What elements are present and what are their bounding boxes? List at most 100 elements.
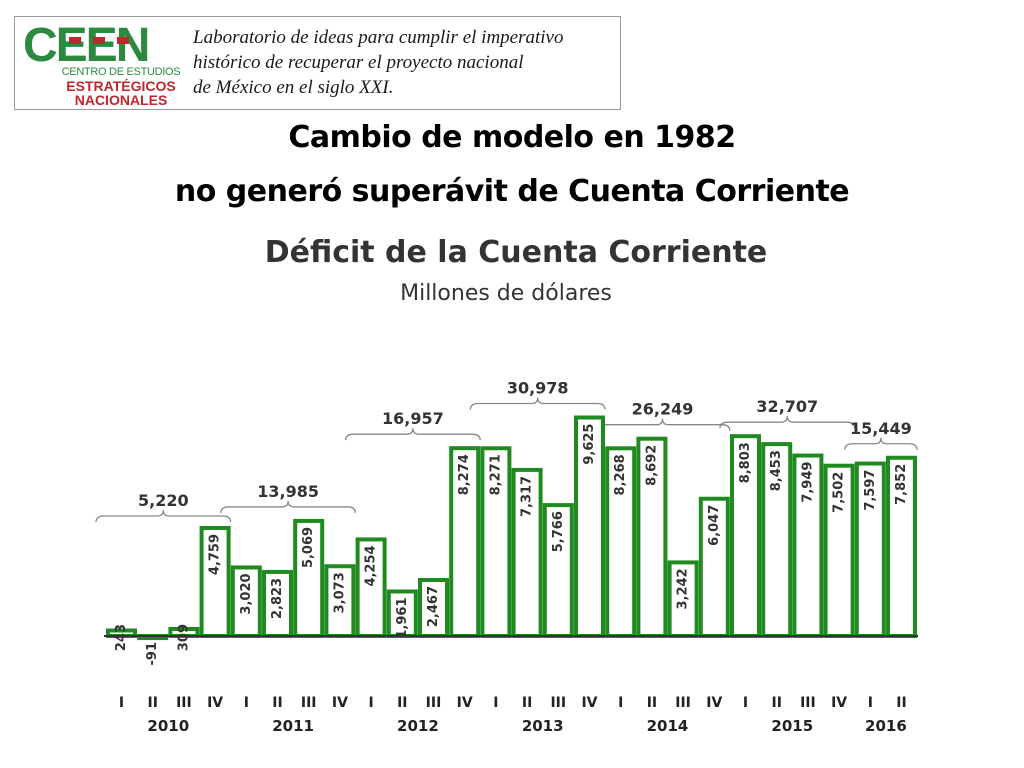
year-tick-label: 2013 [522,717,564,735]
slide-title-line1: Cambio de modelo en 1982 [288,120,736,155]
quarter-tick-label: II [896,695,906,711]
bar [324,564,356,639]
annual-total-label: 32,707 [756,397,818,416]
bar-value-label: 8,268 [613,454,628,495]
annual-total-label: 5,220 [138,491,189,510]
annual-bracket [220,500,357,513]
tagline-line: histórico de recuperar el proyecto nacio… [193,52,524,73]
bar [761,442,793,639]
quarter-tick-label: II [272,695,282,711]
current-account-chart: Déficit de la Cuenta Corriente Millones … [95,235,918,735]
year-tick-label: 2011 [272,717,314,735]
annual-total-label: 16,957 [382,409,444,428]
bar-value-labels: 243 -91 309 4,759 3,020 2,823 5,069 3,073 4,254 1… [114,424,909,666]
quarter-tick-label: I [368,695,373,711]
bar-value-label: 7,949 [800,462,815,503]
bar-value-label: -91 [145,642,160,666]
bar-value-label: 5,766 [551,511,566,552]
bar-value-label: 8,692 [644,445,659,486]
logo-brand: CEEN [23,21,148,67]
bar-series [106,415,917,641]
annual-total-label: 30,978 [507,379,569,398]
annual-total-label: 15,449 [850,419,912,438]
quarter-tick-label: IV [831,695,847,711]
annual-bracket [719,416,856,429]
bar-value-label: 8,453 [769,450,784,491]
bar-value-label: 8,274 [457,454,472,495]
bar-value-label: 4,759 [208,534,223,575]
quarter-tick-label: I [119,695,124,711]
bar-value-label: 4,254 [364,545,379,586]
quarter-tick-label: III [301,695,317,711]
bar-value-label: 2,823 [270,578,285,619]
quarter-tick-label: IV [332,695,348,711]
quarter-tick-label: IV [706,695,722,711]
quarter-tick-label: I [868,695,873,711]
annual-bracket [344,428,481,441]
year-tick-label: 2016 [865,717,907,735]
bar-value-label: 2,467 [426,586,441,627]
annual-total-label: 13,985 [257,482,319,501]
bar [355,537,387,639]
logo-red-bar-3 [117,37,129,44]
logo-subtitle-line1: CENTRO DE ESTUDIOS [61,66,181,78]
bar-value-label: 8,803 [738,442,753,483]
ceen-logo-mark: CEEN [23,21,150,67]
annual-bracket [594,418,731,431]
bar [854,461,886,638]
quarter-tick-label: I [743,695,748,711]
year-tick-label: 2015 [771,717,813,735]
bar-value-label: 3,020 [239,573,254,614]
logo-red-bar-2 [93,37,105,44]
quarter-tick-label: IV [207,695,223,711]
annual-total-brackets: 5,220 13,985 16,957 30,978 26,249 32,707 15,44… [95,379,918,523]
year-tick-label: 2012 [397,717,439,735]
quarter-tick-label: II [771,695,781,711]
logo-panel: CEEN CENTRO DE ESTUDIOS ESTRATÉGICOS NAC… [14,16,621,110]
quarter-tick-label: IV [457,695,473,711]
quarter-tick-label: III [675,695,691,711]
quarter-tick-label: II [147,695,157,711]
annual-bracket [95,509,232,523]
annual-total-label: 26,249 [632,400,694,419]
bar [730,434,761,638]
logo-subtitle-line3: NACIONALES [74,92,168,108]
bar-value-label: 5,069 [301,527,316,568]
quarter-tick-label: III [550,695,566,711]
bar-value-label: 8,271 [488,454,503,495]
chart-subtitle: Millones de dólares [400,281,612,306]
quarter-tick-label: I [493,695,498,711]
bar-value-label: 7,852 [894,464,909,505]
chart-title: Déficit de la Cuenta Corriente [265,235,768,270]
bar-value-label: 7,317 [520,476,535,517]
quarter-tick-label: III [800,695,816,711]
bar [823,463,855,638]
bar-value-label: 7,597 [863,470,878,511]
year-tick-label: 2014 [647,717,689,735]
bar-value-label: 1,961 [395,597,410,638]
bar-value-label: 243 [114,624,129,651]
quarter-tick-label: II [647,695,657,711]
bar [418,577,449,638]
bar [262,569,293,639]
logo-red-bar-1 [69,37,81,44]
quarter-tick-label: II [522,695,532,711]
quarter-tick-label: III [426,695,442,711]
bar [293,518,325,639]
slide-title-line2: no generó superávit de Cuenta Corriente [174,174,850,209]
quarter-tick-label: I [244,695,249,711]
bar-value-label: 7,502 [832,472,847,513]
quarter-tick-label: III [176,695,192,711]
year-tick-label: 2010 [147,717,189,735]
bar [230,565,262,638]
quarter-tick-label: I [618,695,623,711]
annual-bracket [844,437,918,450]
bar [449,446,481,638]
logo-tagline: Laboratorio de ideas para cumplir el imp… [193,25,613,100]
x-axis-labels: I II III IV I II III IV I II III IV I II III IV I II III IV… [119,695,907,735]
bar-value-label: 6,047 [707,505,722,546]
bar-value-label: 9,625 [582,424,597,465]
annual-bracket [469,397,606,410]
quarter-tick-label: IV [581,695,597,711]
tagline-line: Laboratorio de ideas para cumplir el imp… [193,27,564,48]
